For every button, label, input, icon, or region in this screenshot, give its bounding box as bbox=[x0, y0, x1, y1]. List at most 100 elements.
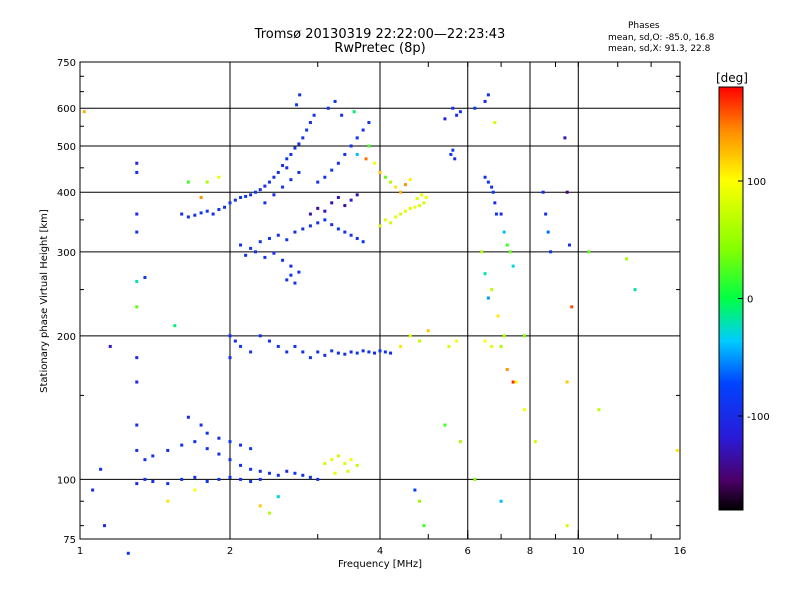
data-point bbox=[443, 117, 447, 121]
data-point bbox=[186, 180, 190, 184]
data-point bbox=[490, 185, 494, 189]
data-point bbox=[567, 243, 571, 247]
data-point bbox=[323, 218, 327, 222]
data-point bbox=[82, 110, 86, 114]
data-point bbox=[455, 339, 459, 343]
data-point bbox=[422, 524, 426, 528]
data-point bbox=[355, 463, 359, 467]
data-point bbox=[143, 276, 147, 280]
data-point bbox=[316, 180, 320, 184]
data-point bbox=[186, 415, 190, 419]
data-point bbox=[394, 215, 398, 219]
data-point bbox=[508, 250, 512, 254]
data-point bbox=[223, 205, 227, 209]
data-point bbox=[239, 195, 243, 199]
data-point bbox=[417, 204, 421, 208]
data-point bbox=[367, 350, 371, 354]
data-point bbox=[166, 482, 170, 486]
data-point bbox=[199, 211, 203, 215]
data-point bbox=[151, 479, 155, 483]
data-point bbox=[267, 180, 271, 184]
data-point bbox=[297, 170, 301, 174]
data-point bbox=[193, 213, 197, 217]
data-point bbox=[502, 334, 506, 338]
data-point bbox=[258, 188, 262, 192]
y-tick-label: 300 bbox=[57, 248, 76, 259]
data-point bbox=[289, 273, 293, 277]
data-point bbox=[486, 180, 490, 184]
chart-title: Tromsø 20130319 22:22:00—22:23:43 bbox=[254, 27, 506, 42]
data-point bbox=[330, 458, 334, 462]
data-point bbox=[352, 110, 356, 114]
data-point bbox=[239, 443, 243, 447]
y-tick-label: 600 bbox=[57, 104, 76, 115]
data-point bbox=[239, 344, 243, 348]
data-point bbox=[399, 190, 403, 194]
data-point bbox=[625, 257, 629, 261]
data-point bbox=[565, 524, 569, 528]
data-point bbox=[281, 185, 285, 189]
data-point bbox=[253, 190, 257, 194]
data-point bbox=[186, 215, 190, 219]
data-point bbox=[180, 212, 184, 216]
y-axis-ticks: 75 100 200 300 400 500 600 750 bbox=[57, 58, 680, 546]
data-point bbox=[570, 305, 574, 309]
data-point bbox=[491, 190, 495, 194]
data-point bbox=[233, 339, 237, 343]
data-point bbox=[493, 121, 497, 125]
data-point bbox=[135, 356, 139, 360]
data-point bbox=[135, 482, 139, 486]
data-point bbox=[228, 458, 232, 462]
data-point bbox=[316, 221, 320, 225]
data-point bbox=[336, 161, 340, 165]
data-point bbox=[205, 209, 209, 213]
x-tick-label: 16 bbox=[674, 546, 687, 557]
data-point bbox=[258, 469, 262, 473]
data-point bbox=[499, 212, 503, 216]
data-point bbox=[272, 193, 276, 197]
y-tick-label: 100 bbox=[57, 475, 76, 486]
x-tick-label: 1 bbox=[77, 546, 83, 557]
data-point bbox=[228, 334, 232, 338]
data-point bbox=[267, 339, 271, 343]
data-point bbox=[293, 344, 297, 348]
data-point bbox=[308, 121, 312, 125]
data-point bbox=[239, 243, 243, 247]
data-point bbox=[455, 113, 459, 117]
data-point bbox=[336, 454, 340, 458]
data-point bbox=[417, 499, 421, 503]
data-point bbox=[297, 142, 301, 146]
data-point bbox=[239, 477, 243, 481]
data-point bbox=[480, 250, 484, 254]
data-point bbox=[483, 99, 487, 103]
data-point bbox=[135, 423, 139, 427]
data-point bbox=[281, 164, 285, 168]
data-point bbox=[126, 551, 130, 555]
data-point bbox=[389, 221, 393, 225]
y-tick-label: 750 bbox=[57, 58, 76, 69]
data-point bbox=[305, 128, 309, 132]
data-point bbox=[349, 198, 353, 202]
data-point bbox=[424, 195, 428, 199]
data-point bbox=[316, 477, 320, 481]
data-point bbox=[228, 475, 232, 479]
data-point bbox=[415, 197, 419, 201]
data-point bbox=[373, 351, 377, 355]
data-point bbox=[180, 477, 184, 481]
data-point bbox=[420, 193, 424, 197]
data-point bbox=[336, 195, 340, 199]
data-point bbox=[330, 201, 334, 205]
data-point bbox=[166, 448, 170, 452]
data-point bbox=[505, 367, 509, 371]
data-point bbox=[361, 240, 365, 244]
data-point bbox=[383, 350, 387, 354]
data-point bbox=[308, 224, 312, 228]
data-point bbox=[217, 175, 221, 179]
data-point bbox=[199, 423, 203, 427]
data-point bbox=[494, 212, 498, 216]
data-point bbox=[276, 473, 280, 477]
data-point bbox=[272, 175, 276, 179]
data-point bbox=[343, 461, 347, 465]
data-point bbox=[276, 495, 280, 499]
data-point bbox=[135, 279, 139, 283]
